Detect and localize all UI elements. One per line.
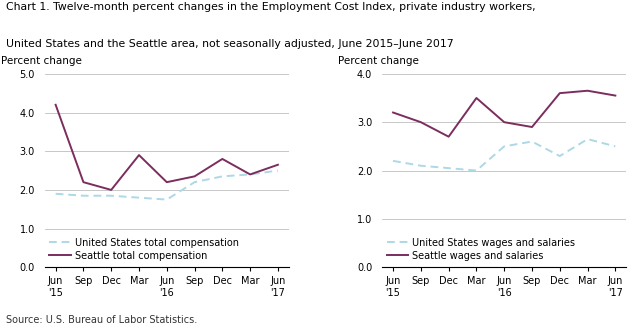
Text: Source: U.S. Bureau of Labor Statistics.: Source: U.S. Bureau of Labor Statistics. (6, 315, 198, 325)
Legend: United States wages and salaries, Seattle wages and salaries: United States wages and salaries, Seattl… (387, 237, 575, 260)
Text: Percent change: Percent change (1, 56, 81, 66)
Text: United States and the Seattle area, not seasonally adjusted, June 2015–June 2017: United States and the Seattle area, not … (6, 39, 454, 49)
Legend: United States total compensation, Seattle total compensation: United States total compensation, Seattl… (50, 237, 238, 260)
Text: Percent change: Percent change (338, 56, 419, 66)
Text: Chart 1. Twelve-month percent changes in the Employment Cost Index, private indu: Chart 1. Twelve-month percent changes in… (6, 2, 536, 11)
